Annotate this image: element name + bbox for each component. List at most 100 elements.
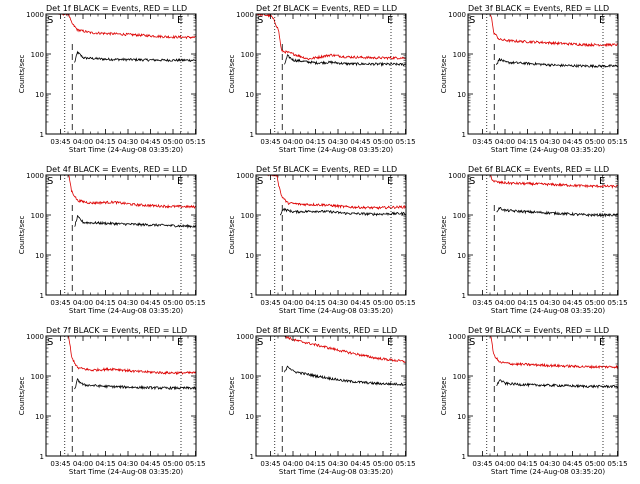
x-tick-label: 04:30	[328, 299, 348, 307]
x-tick-label: 05:15	[395, 460, 415, 468]
plot-frame	[255, 13, 407, 135]
start-marker-label: S	[469, 15, 475, 26]
x-tick-label: 04:15	[95, 299, 115, 307]
series-group	[490, 336, 618, 389]
x-axis-label: Start Time (24-Aug-08 03:35:20)	[279, 307, 393, 315]
x-tick-label: 05:00	[585, 138, 605, 146]
series-lld	[490, 336, 618, 370]
end-marker-label: E	[177, 176, 183, 187]
x-tick-label: 05:00	[373, 460, 393, 468]
series-lld	[267, 175, 406, 211]
x-tick-label: 03:45	[472, 138, 492, 146]
y-tick-label: 1000	[448, 11, 466, 19]
start-marker-label: S	[469, 176, 475, 187]
x-tick-label: 04:15	[95, 138, 115, 146]
y-tick-label: 10	[35, 91, 44, 99]
x-axis-label: Start Time (24-Aug-08 03:35:20)	[491, 307, 605, 315]
plot-frame	[255, 335, 407, 457]
x-tick-label: 04:15	[95, 460, 115, 468]
series-events	[74, 50, 196, 63]
x-tick-label: 05:15	[185, 460, 205, 468]
series-group	[68, 336, 196, 391]
x-tick-label: 04:00	[73, 460, 93, 468]
panel-2: Det 2f BLACK = Events, RED = LLD S E 1 10 100…	[228, 4, 416, 154]
panel-title: Det 2f BLACK = Events, RED = LLD	[256, 4, 397, 13]
y-axis-label: Counts/sec	[18, 377, 26, 416]
x-axis-label: Start Time (24-Aug-08 03:35:20)	[491, 146, 605, 154]
plot-frame	[255, 174, 407, 296]
x-tick-label: 03:45	[260, 460, 280, 468]
series-group	[490, 14, 618, 69]
plot-frame	[467, 13, 619, 135]
x-tick-label: 04:15	[305, 138, 325, 146]
y-tick-label: 1000	[26, 172, 44, 180]
x-tick-label: 04:45	[350, 299, 370, 307]
x-tick-label: 03:45	[260, 138, 280, 146]
x-tick-label: 04:45	[562, 138, 582, 146]
y-axis-label: Counts/sec	[440, 377, 448, 416]
start-marker-label: S	[47, 176, 53, 187]
end-marker-label: E	[387, 15, 393, 26]
y-tick-label: 10	[245, 413, 254, 421]
x-tick-label: 03:45	[50, 460, 70, 468]
y-tick-label: 100	[453, 212, 466, 220]
x-tick-label: 04:45	[350, 138, 370, 146]
end-marker-label: E	[599, 176, 605, 187]
y-tick-label: 1000	[236, 11, 254, 19]
panel-9: Det 9f BLACK = Events, RED = LLD S E 1 10 100…	[440, 326, 628, 476]
plot-frame	[45, 174, 197, 296]
x-tick-label: 05:15	[607, 138, 627, 146]
series-lld	[284, 336, 406, 363]
panel-6: Det 6f BLACK = Events, RED = LLD S E 1 10 100…	[440, 165, 628, 315]
panel-title: Det 5f BLACK = Events, RED = LLD	[256, 165, 397, 174]
y-tick-label: 100	[31, 212, 44, 220]
panel-5: Det 5f BLACK = Events, RED = LLD S E 1 10 100…	[228, 165, 416, 315]
end-marker-label: E	[387, 337, 393, 348]
x-tick-label: 05:15	[395, 138, 415, 146]
y-tick-label: 1000	[236, 172, 254, 180]
x-tick-label: 03:45	[50, 138, 70, 146]
y-axis-label: Counts/sec	[228, 377, 236, 416]
series-events	[496, 379, 618, 389]
y-tick-label: 1	[40, 131, 44, 139]
x-tick-label: 04:30	[118, 460, 138, 468]
y-tick-label: 1000	[26, 333, 44, 341]
panel-title: Det 4f BLACK = Events, RED = LLD	[46, 165, 187, 174]
x-tick-label: 04:00	[283, 138, 303, 146]
panel-3: Det 3f BLACK = Events, RED = LLD S E 1 10 100…	[440, 4, 628, 154]
series-lld	[256, 14, 406, 61]
series-group	[490, 175, 618, 218]
x-tick-label: 05:15	[185, 138, 205, 146]
plot-frame	[45, 13, 197, 135]
y-tick-label: 1	[462, 131, 466, 139]
series-group	[267, 175, 406, 217]
y-tick-label: 1	[250, 453, 254, 461]
y-axis-label: Counts/sec	[440, 55, 448, 94]
panel-1: Det 1f BLACK = Events, RED = LLD S E 1 10 100…	[18, 4, 206, 154]
end-marker-label: E	[599, 337, 605, 348]
series-lld	[57, 14, 196, 40]
y-tick-label: 100	[31, 373, 44, 381]
x-tick-label: 05:00	[585, 299, 605, 307]
y-tick-label: 1000	[236, 333, 254, 341]
panel-title: Det 9f BLACK = Events, RED = LLD	[468, 326, 609, 335]
end-marker-label: E	[177, 337, 183, 348]
series-events	[284, 365, 406, 387]
start-marker-label: S	[47, 15, 53, 26]
y-tick-label: 10	[457, 413, 466, 421]
series-events	[279, 207, 406, 217]
panel-title: Det 1f BLACK = Events, RED = LLD	[46, 4, 187, 13]
end-marker-label: E	[387, 176, 393, 187]
x-tick-label: 04:00	[495, 138, 515, 146]
end-marker-label: E	[177, 15, 183, 26]
y-axis-label: Counts/sec	[18, 55, 26, 94]
x-tick-label: 04:45	[140, 138, 160, 146]
y-tick-label: 10	[35, 413, 44, 421]
y-tick-label: 1	[462, 292, 466, 300]
x-axis-label: Start Time (24-Aug-08 03:35:20)	[69, 307, 183, 315]
series-group	[57, 14, 196, 63]
x-axis-label: Start Time (24-Aug-08 03:35:20)	[69, 146, 183, 154]
x-tick-label: 05:15	[185, 299, 205, 307]
start-marker-label: S	[257, 337, 263, 348]
